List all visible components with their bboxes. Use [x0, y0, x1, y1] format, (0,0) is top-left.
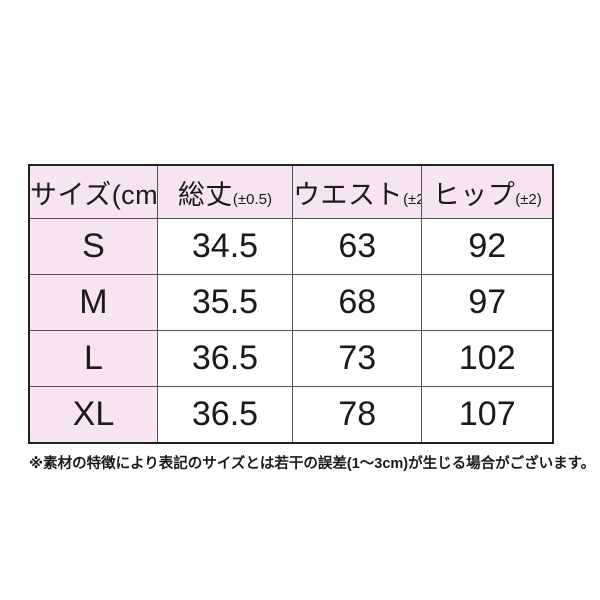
table-row-m: M 35.5 68 97 [28, 274, 554, 331]
waist-value: 73 [292, 330, 423, 387]
size-chart-table: サイズ(cm) 総丈(±0.5) ウエスト(±2) ヒップ(±2) S 34.5… [28, 164, 554, 444]
hip-value: 97 [421, 274, 554, 331]
material-tolerance-note: ※素材の特徴により表記のサイズとは若干の誤差(1〜3cm)が生じる場合がございま… [29, 456, 596, 472]
waist-value: 68 [292, 274, 423, 331]
hip-value: 107 [421, 386, 554, 444]
total-length-value: 36.5 [156, 386, 294, 444]
size-label: L [28, 330, 158, 387]
total-length-value: 34.5 [156, 218, 294, 275]
header-row: サイズ(cm) 総丈(±0.5) ウエスト(±2) ヒップ(±2) [28, 164, 554, 219]
total-length-value: 36.5 [156, 330, 294, 387]
header-total-length-label: 総丈 [177, 179, 233, 210]
header-size-cm: サイズ(cm) [28, 164, 158, 219]
header-hip: ヒップ(±2) [421, 164, 554, 219]
total-length-value: 35.5 [156, 274, 294, 331]
size-label: S [28, 218, 158, 275]
header-waist-tolerance: (±2) [403, 190, 421, 208]
table-row-l: L 36.5 73 102 [28, 330, 554, 387]
table-row-s: S 34.5 63 92 [28, 218, 554, 275]
header-total-length-tolerance: (±0.5) [232, 190, 272, 208]
header-waist: ウエスト(±2) [292, 164, 423, 219]
waist-value: 63 [292, 218, 423, 275]
waist-value: 78 [292, 386, 423, 444]
header-total-length: 総丈(±0.5) [156, 164, 294, 219]
size-label: M [28, 274, 158, 331]
hip-value: 102 [421, 330, 554, 387]
header-waist-label: ウエスト [293, 179, 404, 210]
size-label: XL [28, 386, 158, 444]
hip-value: 92 [421, 218, 554, 275]
header-size-label: サイズ(cm) [30, 179, 158, 210]
header-hip-tolerance: (±2) [515, 190, 542, 208]
header-hip-label: ヒップ [432, 179, 516, 210]
table-row-xl: XL 36.5 78 107 [28, 386, 554, 444]
